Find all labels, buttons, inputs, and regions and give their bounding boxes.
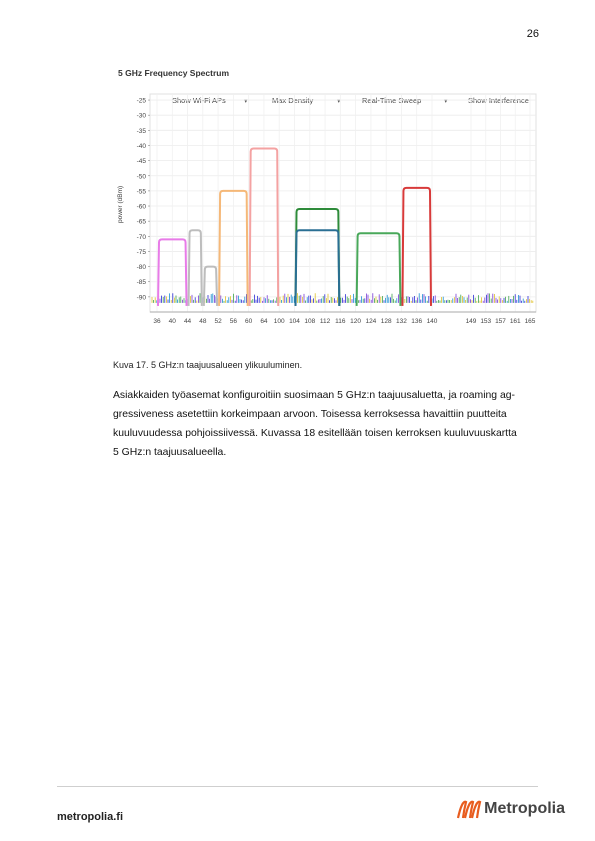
y-tick-label: -90: [137, 294, 147, 301]
y-tick-label: -60: [137, 204, 147, 211]
x-tick-label: 124: [365, 318, 376, 325]
figure-caption: Kuva 17. 5 GHz:n taajuusalueen ylikuulum…: [113, 360, 303, 370]
footer-website: metropolia.fi: [57, 811, 124, 823]
x-tick-label: 52: [214, 318, 222, 325]
y-tick-label: -65: [137, 219, 147, 226]
x-tick-label: 116: [335, 318, 346, 325]
x-tick-label: 149: [466, 318, 477, 325]
x-tick-label: 104: [289, 318, 300, 325]
x-tick-label: 153: [480, 318, 491, 325]
paragraph-line: 5 GHz:n taajuusalueella.: [113, 447, 227, 458]
series-trace: [401, 186, 432, 306]
y-tick-label: -35: [137, 128, 147, 135]
series-trace: [202, 265, 219, 306]
x-tick-label: 165: [525, 318, 536, 325]
series-trace: [157, 238, 188, 306]
series-trace: [248, 147, 280, 306]
chart-title: 5 GHz Frequency Spectrum: [118, 68, 229, 78]
x-tick-label: 56: [230, 318, 238, 325]
y-tick-label: -25: [137, 98, 147, 105]
x-tick-label: 157: [495, 318, 506, 325]
y-tick-label: -80: [137, 264, 147, 271]
x-tick-label: 60: [245, 318, 253, 325]
x-tick-label: 112: [320, 318, 331, 325]
series-trace: [187, 229, 203, 306]
x-tick-label: 40: [169, 318, 177, 325]
x-tick-label: 132: [396, 318, 407, 325]
metropolia-logo-icon: [457, 800, 482, 819]
spectrum-figure: 5 GHz Frequency Spectrum Show Wi-Fi APs ▾ M…: [112, 64, 540, 334]
page-number: 26: [526, 28, 539, 40]
y-tick-label: -40: [137, 143, 147, 150]
x-tick-label: 48: [199, 318, 207, 325]
y-tick-label: -30: [137, 113, 147, 120]
y-tick-label: -70: [137, 234, 147, 241]
series-trace: [355, 232, 402, 306]
plot-area: [149, 93, 537, 313]
dropdown-arrow-icon: ▾: [244, 98, 248, 105]
y-tick-label: -50: [137, 173, 147, 180]
y-axis-label: power (dBm): [117, 186, 124, 223]
paragraph-line: gressiveness asetettiin korkeimpaan arvo…: [113, 409, 507, 420]
dropdown-arrow-icon: ▾: [444, 98, 448, 105]
y-tick-label: -75: [137, 249, 147, 256]
metropolia-logo: Metropolia: [456, 798, 565, 820]
chart-control-label: Show Wi-Fi APs: [172, 96, 226, 105]
paragraph-line: kuuluvuudessa pohjoissiivessä. Kuvassa 1…: [113, 428, 517, 439]
x-tick-label: 161: [510, 318, 521, 325]
x-tick-label: 128: [381, 318, 392, 325]
x-tick-label: 120: [350, 318, 361, 325]
body-paragraph: Asiakkaiden työasemat konfiguroitiin suo…: [113, 386, 539, 462]
chart-control-label: Show Interference: [468, 96, 529, 105]
y-tick-label: -55: [137, 188, 147, 195]
y-tick-label: -85: [137, 279, 147, 286]
x-tick-label: 36: [153, 318, 161, 325]
x-tick-label: 136: [411, 318, 422, 325]
x-tick-label: 44: [184, 318, 192, 325]
chart-control-label: Max Density: [272, 96, 314, 105]
chart-control-label: Real-Time Sweep: [362, 96, 421, 105]
dropdown-arrow-icon: ▾: [337, 98, 341, 105]
logo-wordmark: Metropolia: [484, 800, 565, 817]
x-tick-label: 140: [427, 318, 438, 325]
x-tick-label: 108: [304, 318, 315, 325]
x-tick-label: 100: [274, 318, 285, 325]
series-trace: [218, 189, 249, 306]
y-tick-label: -45: [137, 158, 147, 165]
x-tick-label: 64: [260, 318, 268, 325]
paragraph-line: Asiakkaiden työasemat konfiguroitiin suo…: [113, 390, 515, 401]
series-trace: [294, 229, 341, 306]
footer-divider: [57, 786, 538, 787]
spectrum-chart: 5 GHz Frequency Spectrum Show Wi-Fi APs ▾ M…: [117, 68, 537, 325]
series-trace: [294, 208, 341, 306]
